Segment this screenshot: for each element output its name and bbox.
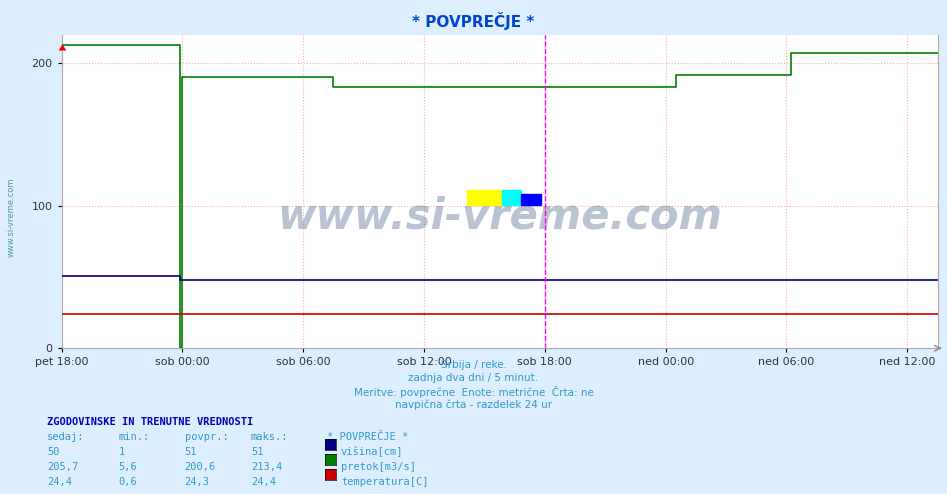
- Bar: [467, 190, 502, 205]
- Text: 0,6: 0,6: [118, 477, 137, 487]
- Text: www.si-vreme.com: www.si-vreme.com: [277, 196, 722, 238]
- Text: 205,7: 205,7: [47, 462, 79, 472]
- Text: povpr.:: povpr.:: [185, 432, 228, 442]
- Text: pretok[m3/s]: pretok[m3/s]: [341, 462, 416, 472]
- Text: ZGODOVINSKE IN TRENUTNE VREDNOSTI: ZGODOVINSKE IN TRENUTNE VREDNOSTI: [47, 417, 254, 427]
- Bar: [502, 190, 522, 205]
- Text: temperatura[C]: temperatura[C]: [341, 477, 428, 487]
- Text: * POVPREČJE *: * POVPREČJE *: [412, 12, 535, 30]
- Text: 24,3: 24,3: [185, 477, 209, 487]
- Text: 1: 1: [118, 447, 125, 457]
- Text: 50: 50: [47, 447, 60, 457]
- Text: maks.:: maks.:: [251, 432, 289, 442]
- Text: sedaj:: sedaj:: [47, 432, 85, 442]
- Text: www.si-vreme.com: www.si-vreme.com: [7, 178, 16, 257]
- Text: Meritve: povprečne  Enote: metrične  Črta: ne: Meritve: povprečne Enote: metrične Črta:…: [353, 386, 594, 398]
- Text: zadnja dva dni / 5 minut.: zadnja dva dni / 5 minut.: [408, 373, 539, 383]
- Text: 213,4: 213,4: [251, 462, 282, 472]
- Text: 200,6: 200,6: [185, 462, 216, 472]
- Text: višina[cm]: višina[cm]: [341, 447, 403, 457]
- Bar: [522, 194, 541, 205]
- Text: 51: 51: [185, 447, 197, 457]
- Text: Srbija / reke.: Srbija / reke.: [440, 360, 507, 370]
- Text: 51: 51: [251, 447, 263, 457]
- Text: min.:: min.:: [118, 432, 150, 442]
- Text: 24,4: 24,4: [251, 477, 276, 487]
- Text: 24,4: 24,4: [47, 477, 72, 487]
- Text: * POVPREČJE *: * POVPREČJE *: [327, 432, 408, 442]
- Text: 5,6: 5,6: [118, 462, 137, 472]
- Text: navpična črta - razdelek 24 ur: navpična črta - razdelek 24 ur: [395, 400, 552, 410]
